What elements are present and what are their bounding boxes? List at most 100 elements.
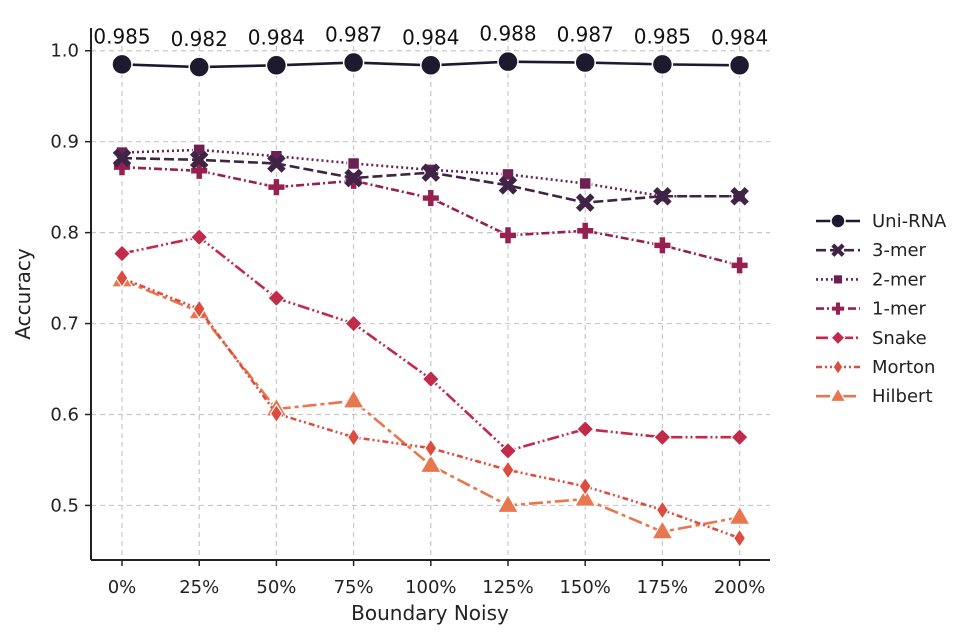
marker-morton [192, 298, 206, 320]
marker-1-mer [421, 189, 440, 208]
series-line-1-mer [121, 165, 740, 267]
marker-hilbert [342, 388, 366, 409]
data-label-uni-rna: 0.984 [248, 25, 305, 49]
legend-marker-3-mer-stroke [831, 243, 845, 257]
series-uni-rna [111, 50, 751, 78]
legend-marker-snake [830, 330, 846, 346]
data-label-uni-rna: 0.985 [634, 24, 691, 48]
marker-1-mer [498, 226, 518, 245]
legend-item-3-mer: 3-mer [816, 240, 927, 261]
marker-3-mer [344, 168, 363, 188]
marker-3-mer-stroke [421, 163, 441, 182]
marker-morton [424, 438, 438, 459]
data-labels: 0.985 0.982 0.984 0.987 0.984 0.988 0.987 0.985… [93, 22, 768, 51]
marker-snake [344, 314, 363, 333]
legend-marker-hilbert [829, 386, 847, 403]
legend-item-2-mer: 2-mer [816, 269, 927, 290]
marker-uni-rna [342, 51, 365, 74]
legend-item-uni-rna: Uni-RNA [816, 211, 947, 232]
x-tick-label: 175% [637, 577, 688, 598]
marker-morton [578, 476, 592, 497]
marker-snake [730, 427, 749, 447]
marker-uni-rna [265, 54, 288, 77]
legend-item-snake: Snake [816, 328, 927, 349]
marker-1-mer [653, 236, 672, 255]
marker-3-mer [498, 176, 518, 195]
series-layer [110, 50, 752, 549]
y-tick-label: 0.8 [50, 223, 79, 244]
marker-hilbert [496, 493, 520, 514]
legend-label-3-mer: 3-mer [872, 240, 927, 261]
marker-3-mer [575, 193, 595, 212]
marker-3-mer-stroke [498, 176, 518, 195]
x-tick-label: 50% [256, 577, 296, 598]
legend-marker-uni-rna [830, 213, 846, 229]
marker-3-mer [653, 186, 672, 206]
marker-1-mer [730, 256, 749, 275]
marker-uni-rna [728, 54, 751, 77]
x-tick-label: 0% [108, 577, 137, 598]
marker-morton [346, 427, 361, 448]
x-tick-label: 75% [334, 577, 374, 598]
data-label-uni-rna: 0.985 [93, 24, 150, 48]
marker-uni-rna [420, 54, 442, 77]
y-tick-label: 0.7 [50, 314, 79, 335]
x-tick-label: 150% [559, 577, 610, 598]
marker-3-mer [189, 150, 209, 170]
marker-3-mer-stroke [575, 193, 595, 212]
marker-snake [112, 244, 132, 263]
legend-label-snake: Snake [872, 328, 927, 349]
legend-item-morton: Morton [816, 357, 935, 378]
x-tick-label: 200% [714, 577, 765, 598]
marker-2-mer [192, 143, 206, 157]
marker-uni-rna [497, 50, 519, 73]
y-axis-title: Accuracy [11, 248, 35, 339]
marker-2-mer [501, 167, 515, 181]
marker-uni-rna [574, 51, 596, 74]
marker-snake [575, 419, 595, 439]
marker-3-mer [112, 148, 132, 168]
marker-snake [267, 288, 286, 308]
marker-3-mer [730, 186, 749, 206]
legend-label-uni-rna: Uni-RNA [872, 211, 947, 232]
marker-uni-rna [111, 53, 133, 76]
x-tick-label: 100% [405, 577, 456, 598]
marker-3-mer [267, 154, 286, 173]
marker-3-mer-stroke [267, 154, 286, 173]
marker-2-mer [347, 157, 361, 170]
legend: Uni-RNA 3-mer 2-mer 1-mer Snake Morton Hilbert [816, 211, 947, 407]
legend-label-1-mer: 1-mer [872, 299, 927, 320]
ticks: 0% 25% 50% 75% 100% 125% 150% 175% 200% 0.5 0.6 0.7… [50, 41, 765, 598]
marker-morton [655, 499, 670, 520]
marker-hilbert [650, 519, 674, 540]
legend-marker-1-mer [830, 301, 846, 316]
marker-3-mer-stroke [189, 150, 209, 170]
legend-marker-morton [832, 358, 844, 376]
legend-item-1-mer: 1-mer [816, 299, 927, 320]
marker-morton [501, 459, 515, 480]
marker-snake [498, 441, 518, 461]
legend-marker-3-mer [831, 243, 845, 257]
marker-snake [421, 369, 441, 389]
legend-label-2-mer: 2-mer [872, 269, 927, 290]
marker-morton [115, 268, 129, 289]
x-tick-label: 125% [482, 577, 533, 598]
y-tick-label: 1.0 [50, 41, 79, 62]
marker-3-mer-stroke [112, 148, 132, 168]
marker-uni-rna [188, 56, 210, 78]
legend-label-hilbert: Hilbert [872, 386, 933, 407]
data-label-uni-rna: 0.988 [479, 22, 536, 46]
data-label-uni-rna: 0.987 [325, 23, 382, 47]
y-tick-label: 0.5 [50, 495, 79, 516]
marker-1-mer [576, 221, 595, 240]
legend-marker-2-mer [832, 274, 844, 285]
marker-3-mer [421, 163, 441, 182]
series-snake [112, 227, 749, 461]
marker-snake [653, 427, 672, 447]
marker-1-mer [190, 161, 209, 180]
legend-item-hilbert: Hilbert [816, 386, 933, 407]
data-label-uni-rna: 0.982 [171, 27, 228, 51]
marker-hilbert [573, 486, 597, 507]
